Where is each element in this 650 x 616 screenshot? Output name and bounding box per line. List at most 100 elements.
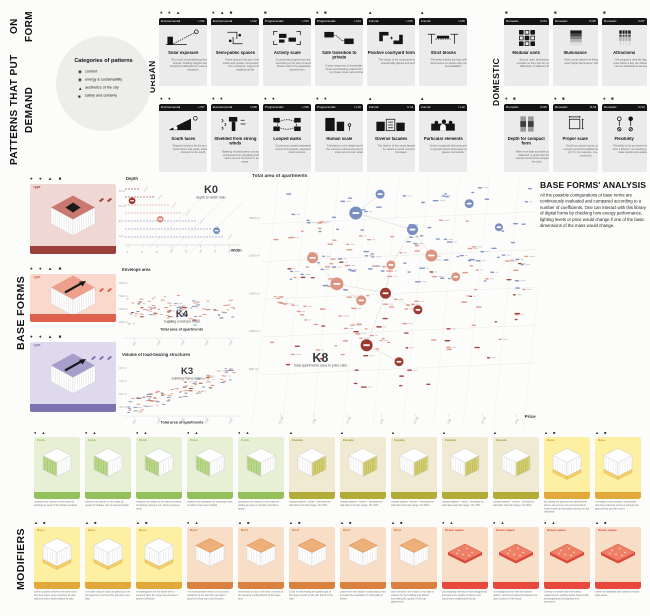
pattern-card-title: Particular elements (423, 137, 463, 142)
pattern-card-title: Positive courtyard form (367, 51, 415, 56)
pattern-card-category: Environmental (161, 105, 181, 109)
modifier-isometric-drawing (139, 446, 179, 485)
modifier-description: Facade pattern “Pattern”. Windows-to-wal… (340, 501, 383, 507)
modifier-isometric-drawing (598, 536, 638, 575)
pattern-card-category: Domestic (555, 105, 568, 109)
pattern-card-diagram-icon (367, 111, 415, 137)
k4-title: K4 (175, 309, 189, 320)
k8-subtitle: total apartments area to price ratio (293, 364, 347, 368)
pattern-card-description: A clear sequence of thresholds between s… (325, 64, 363, 75)
svg-text:8: 8 (154, 250, 158, 254)
svg-text:2000: 2000 (203, 417, 210, 424)
svg-text:5000 m²: 5000 m² (119, 294, 129, 298)
modifier-card-tag: Green space (547, 529, 566, 533)
k0-title: K0 (203, 184, 219, 196)
modifier-description: Green for walkable and colorful in-block… (595, 591, 640, 597)
k0-y-axis-label: Depth (126, 177, 138, 182)
modifier-category-icons: ▲ ■ (34, 520, 48, 525)
modifier-description: Facade pattern “Divide”. Windows-to-wall… (289, 501, 331, 507)
pattern-card-category: Domestic (555, 19, 568, 23)
pattern-card-title: Looped walks (273, 137, 301, 142)
modifier-category-icons: ▲ ■ (136, 520, 150, 525)
modifier-isometric-drawing (343, 536, 383, 575)
modifier-isometric-drawing (292, 446, 332, 485)
modifier-isometric-drawing (445, 446, 485, 485)
pattern-card-cell: ● ● Programmatic U.10 Human scale A limi… (315, 96, 363, 172)
pattern-card-category: Domestic (604, 105, 617, 109)
pattern-card-cell: ▲ Formal U.11 Diverse facades The rhythm… (367, 96, 415, 172)
modifier-category-icons: ▲ (391, 430, 397, 435)
pattern-card-category: Environmental (213, 105, 233, 109)
modifier-name-bar: F.06 Divide (289, 492, 335, 499)
pattern-card-header: Programmatic U.03 (263, 18, 311, 25)
modifier-name-bar: C.09 Small park (595, 582, 641, 589)
pattern-card-title: Modular units (512, 51, 541, 56)
modifier-description: Facade pattern “Texture”. Window-to-wall… (493, 501, 535, 507)
pattern-card-code: U.07 (198, 105, 205, 109)
svg-text:2000 m²: 2000 m² (249, 254, 260, 258)
modifier-card: Roof R.04 Pitched Roof (340, 527, 386, 589)
pattern-category-icons: ▲ (420, 10, 427, 15)
svg-text:4000 m²: 4000 m² (119, 307, 129, 311)
legend-title: Categories of patterns (74, 58, 133, 64)
modifier-card: Base B.01 Ground floor apartments (544, 437, 590, 499)
svg-text:0.5 M: 0.5 M (278, 415, 285, 424)
pattern-card-description: Cell programs rank the daylighting level… (613, 58, 647, 68)
legend-item: ◉ comfort (78, 68, 151, 76)
pattern-card-diagram-icon (504, 111, 549, 137)
pattern-card: Programmatic U.03 Activity scale Commerc… (263, 18, 311, 86)
modifier-name-bar: R.01 Flat Roof (187, 582, 233, 589)
modifier-category-icons: ● ▲ (238, 430, 252, 435)
pattern-card-description: Continuous looped pedestrian routes conn… (274, 144, 311, 154)
pattern-category-icons: ● ● ▲ (160, 10, 183, 15)
pattern-card-cell: ● ■ Domestic D.11 Proper scale Avoid too… (553, 96, 598, 172)
domestic-pattern-grid: ■ Domestic D.04 Modular units Ensure uni… (504, 10, 647, 172)
modifier-card: Form M.04 Rotate units (187, 437, 233, 499)
modifier-category-icons: ▲ ■ (238, 520, 252, 525)
pattern-card-title: Solar exposure (167, 51, 199, 56)
modifier-isometric-drawing (88, 446, 128, 485)
pattern-card-diagram-icon (263, 111, 311, 137)
modifier-card-cell: ▲ ■ Roof R.02 Roof villas Villas sited o… (238, 520, 284, 616)
modifier-card: Green space C.06 Playground with kids ar… (442, 527, 488, 589)
pattern-card-cell: ■ Domestic D.07 Attractions Cell program… (602, 10, 647, 86)
pattern-card-header: Formal U.12 (419, 104, 467, 111)
pattern-card-diagram-icon (159, 25, 207, 51)
pattern-card-category: Domestic (604, 19, 617, 23)
modifier-category-icons: ● ▲ (544, 520, 558, 525)
base-form-cards: ● ● ▲ ■ Type B2 Urban Villa ● ● ▲ ■ Type (30, 176, 116, 424)
scatter-k3-frame: 500 1000 1500 2000 2500 900 m³ 700 m³ 500 m³ 300… (118, 353, 246, 428)
modifier-description: A versatile plinth solution: pedestrian-… (595, 501, 639, 511)
modifier-name-bar: M.05 Pull (238, 492, 284, 499)
modifier-category-icons: ● ▲ (493, 520, 507, 525)
safety-square-icon: ■ (78, 93, 81, 99)
modifier-isometric-drawing (37, 536, 77, 575)
svg-text:700 m³: 700 m³ (119, 379, 127, 383)
aesthetics-triangle-icon: ▲ (78, 85, 83, 91)
modifier-card: Facade F.09 Frame (442, 437, 488, 499)
svg-text:2500: 2500 (227, 417, 234, 424)
modifier-name-bar: F.07 Pattern (340, 492, 386, 499)
pattern-card-cell: ■ Domestic D.06 Illuminance Work zones a… (553, 10, 598, 86)
pattern-card-cell: ● ■ Domestic D.09 Depth for compact form… (504, 96, 549, 172)
section-label-base-forms: BASE FORMS (15, 275, 27, 350)
pattern-card-code: U.12 (458, 105, 465, 109)
analysis-text: All the possible configurations of base … (540, 193, 647, 229)
pattern-card: Environmental U.01 Solar exposure Too mu… (159, 18, 207, 86)
modifier-card-tag: Form (139, 439, 147, 443)
svg-text:500: 500 (131, 340, 137, 346)
pattern-card-title: Human scale (326, 137, 352, 142)
modifier-category-icons: ▲ ■ (544, 430, 558, 435)
modifier-isometric-drawing (343, 446, 383, 485)
svg-text:12: 12 (183, 248, 188, 253)
pattern-card-code: U.08 (250, 105, 257, 109)
pattern-card-description: Massing should protect courtyards and en… (221, 150, 259, 164)
pattern-card: Domestic D.11 Proper scale Avoid too nar… (553, 104, 598, 172)
pattern-card-category: Programmatic (317, 19, 336, 23)
modifier-card-cell: ▲ ■ Base B.03 Pocket parks Green pockets… (34, 520, 80, 616)
modifier-category-icons: ▲ (289, 430, 295, 435)
base-form-name-bar: B6 Section with gallery access (30, 404, 116, 412)
modifier-card-tag: Form (190, 439, 198, 443)
k4-x-axis-label: Total area of apartments (160, 327, 204, 332)
patterns-label-line1: PATTERNS THAT PUT DEMAND (9, 54, 35, 166)
